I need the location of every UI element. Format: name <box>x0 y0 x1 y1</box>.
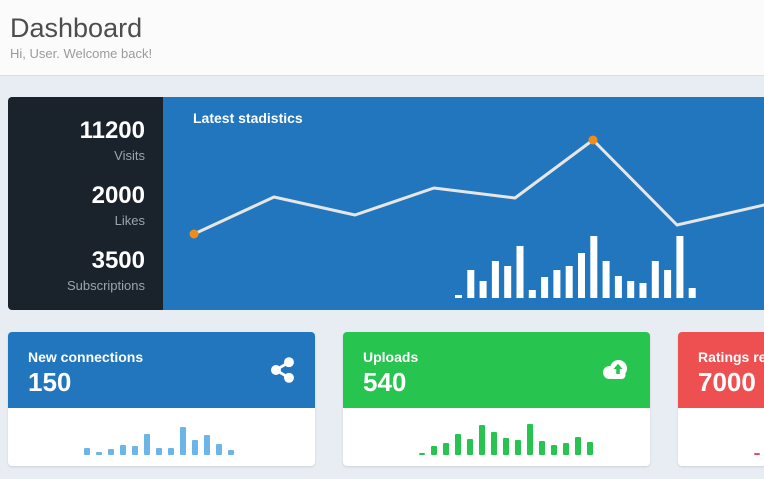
card-header: Ratings received 7000 <box>678 332 764 408</box>
card-body <box>678 408 764 466</box>
card-title: New connections <box>28 349 144 365</box>
card-title: Uploads <box>363 349 419 365</box>
stat-subscriptions: 3500 Subscriptions <box>8 249 145 293</box>
page-subtitle: Hi, User. Welcome back! <box>10 46 153 61</box>
card-value: 150 <box>28 367 72 397</box>
stats-panel: 11200 Visits 2000 Likes 3500 Subscriptio… <box>8 97 163 310</box>
stat-likes: 2000 Likes <box>8 184 145 228</box>
statistics-title: Latest stadistics <box>193 110 303 126</box>
card-value: 7000 <box>698 367 756 397</box>
top-header: Dashboard Hi, User. Welcome back! <box>0 0 764 76</box>
card-new-connections: New connections 150 <box>8 332 315 466</box>
stat-value: 3500 <box>91 247 145 274</box>
statistics-chart <box>189 135 764 298</box>
card-body <box>8 408 315 466</box>
stat-label: Subscriptions <box>66 278 145 293</box>
card-header: New connections 150 <box>8 332 315 408</box>
latest-statistics-panel: Latest stadistics <box>163 97 764 310</box>
share-icon <box>270 357 296 388</box>
card-ratings-received: Ratings received 7000 <box>678 332 764 466</box>
mini-bar-chart <box>754 453 760 455</box>
card-value: 540 <box>363 367 407 397</box>
stat-value: 2000 <box>91 182 145 209</box>
card-body <box>343 408 650 466</box>
card-header: Uploads 540 <box>343 332 650 408</box>
card-title: Ratings received <box>698 349 764 365</box>
cloud-upload-icon <box>601 357 631 386</box>
card-uploads: Uploads 540 <box>343 332 650 466</box>
mini-bar-chart <box>84 427 234 455</box>
mini-bar-chart <box>419 424 593 455</box>
stat-value: 11200 <box>79 117 145 144</box>
stat-label: Visits <box>114 148 145 163</box>
stat-label: Likes <box>114 213 145 228</box>
page-title: Dashboard <box>10 13 143 43</box>
stat-visits: 11200 Visits <box>8 119 145 163</box>
